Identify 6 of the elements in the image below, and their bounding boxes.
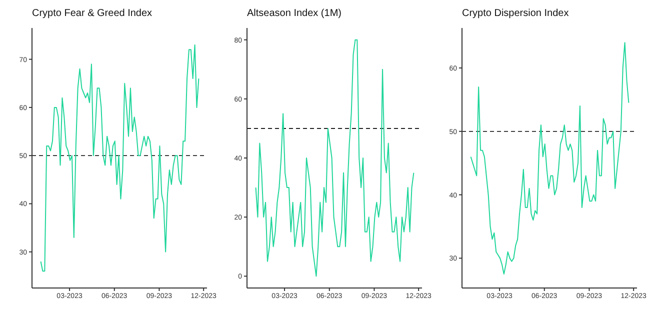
line-series [255,39,414,277]
chart-title: Crypto Dispersion Index [461,8,570,21]
line-series [40,44,200,272]
chart-title: Altseason Index (1M) [246,8,342,21]
line-series [470,42,630,275]
chart-title: Crypto Fear & Greed Index [31,8,154,21]
